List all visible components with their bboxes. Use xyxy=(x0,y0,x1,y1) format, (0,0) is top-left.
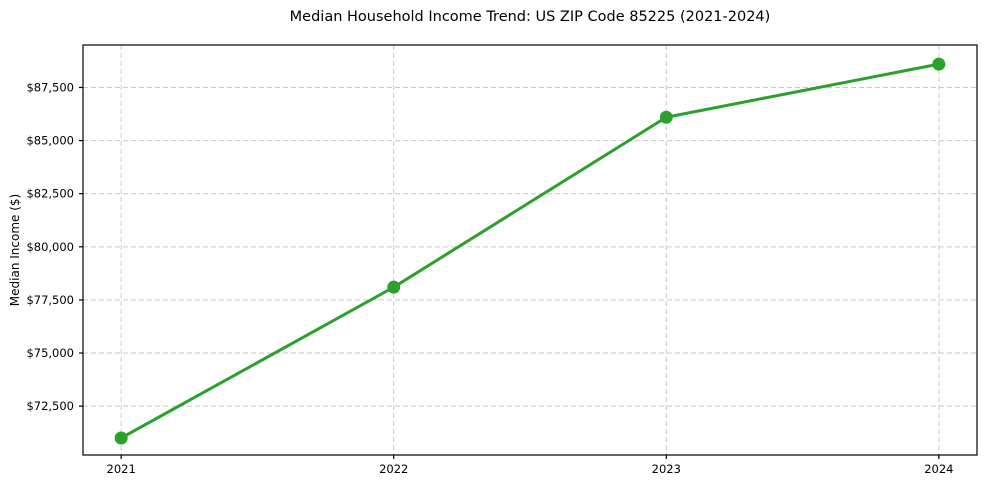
data-point-marker xyxy=(659,110,673,124)
y-tick-label: $77,500 xyxy=(26,293,74,307)
y-tick-label: $80,000 xyxy=(26,240,74,254)
data-point-marker xyxy=(114,431,128,445)
y-tick-label: $87,500 xyxy=(26,80,74,94)
data-point-marker xyxy=(932,57,946,71)
x-tick-label: 2023 xyxy=(652,462,681,476)
y-tick-label: $82,500 xyxy=(26,187,74,201)
y-tick-label: $75,000 xyxy=(26,346,74,360)
x-tick-label: 2024 xyxy=(924,462,953,476)
chart-title: Median Household Income Trend: US ZIP Co… xyxy=(289,9,771,25)
y-tick-label: $72,500 xyxy=(26,399,74,413)
trend-line xyxy=(119,62,941,440)
x-tick-label: 2021 xyxy=(107,462,136,476)
plot-border xyxy=(82,44,978,456)
y-tick-label: $85,000 xyxy=(26,134,74,148)
x-tick-label: 2022 xyxy=(379,462,408,476)
data-point-marker xyxy=(387,280,401,294)
